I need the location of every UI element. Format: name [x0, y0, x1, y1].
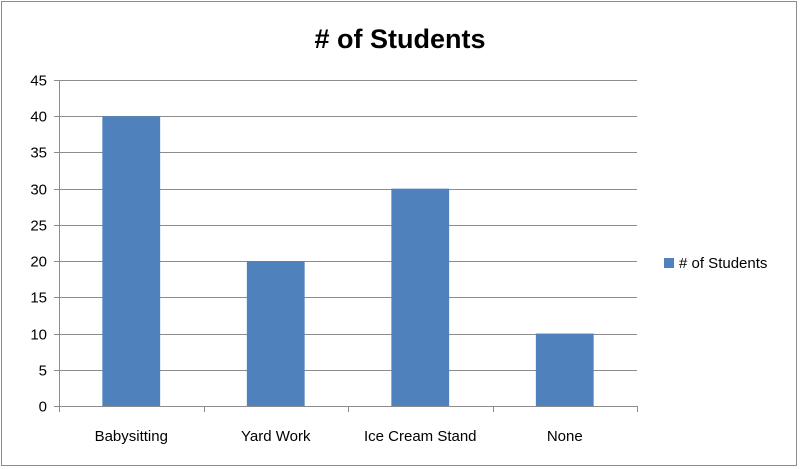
- y-tick-label: 20: [30, 254, 47, 271]
- bar-none: [535, 333, 594, 406]
- bar-yard-work: [246, 261, 305, 406]
- y-tick-label: 0: [39, 399, 47, 416]
- y-tick-label: 15: [30, 290, 47, 307]
- y-tick-label: 35: [30, 145, 47, 162]
- y-tick-labels: 0 5 10 15 20 25 30 35 40 45: [30, 73, 47, 416]
- legend-label: # of Students: [679, 255, 767, 272]
- chart-title: # of Students: [314, 24, 485, 54]
- x-tick-label: Ice Cream Stand: [364, 428, 477, 445]
- x-tick-label: None: [547, 428, 583, 445]
- y-tick-label: 30: [30, 182, 47, 199]
- y-tick-label: 40: [30, 109, 47, 126]
- x-tick-label: Yard Work: [241, 428, 311, 445]
- y-tick-label: 45: [30, 73, 47, 90]
- y-tick-label: 10: [30, 327, 47, 344]
- y-tick-label: 5: [39, 363, 47, 380]
- bar-ice-cream-stand: [391, 188, 450, 406]
- x-tick-label: Babysitting: [95, 428, 168, 445]
- legend: # of Students: [664, 255, 767, 272]
- legend-swatch: [664, 258, 674, 268]
- y-tick-label: 25: [30, 218, 47, 235]
- axes: [54, 80, 638, 412]
- bar-babysitting: [102, 116, 161, 406]
- bars: [102, 116, 594, 406]
- x-tick-labels: Babysitting Yard Work Ice Cream Stand None: [95, 428, 583, 445]
